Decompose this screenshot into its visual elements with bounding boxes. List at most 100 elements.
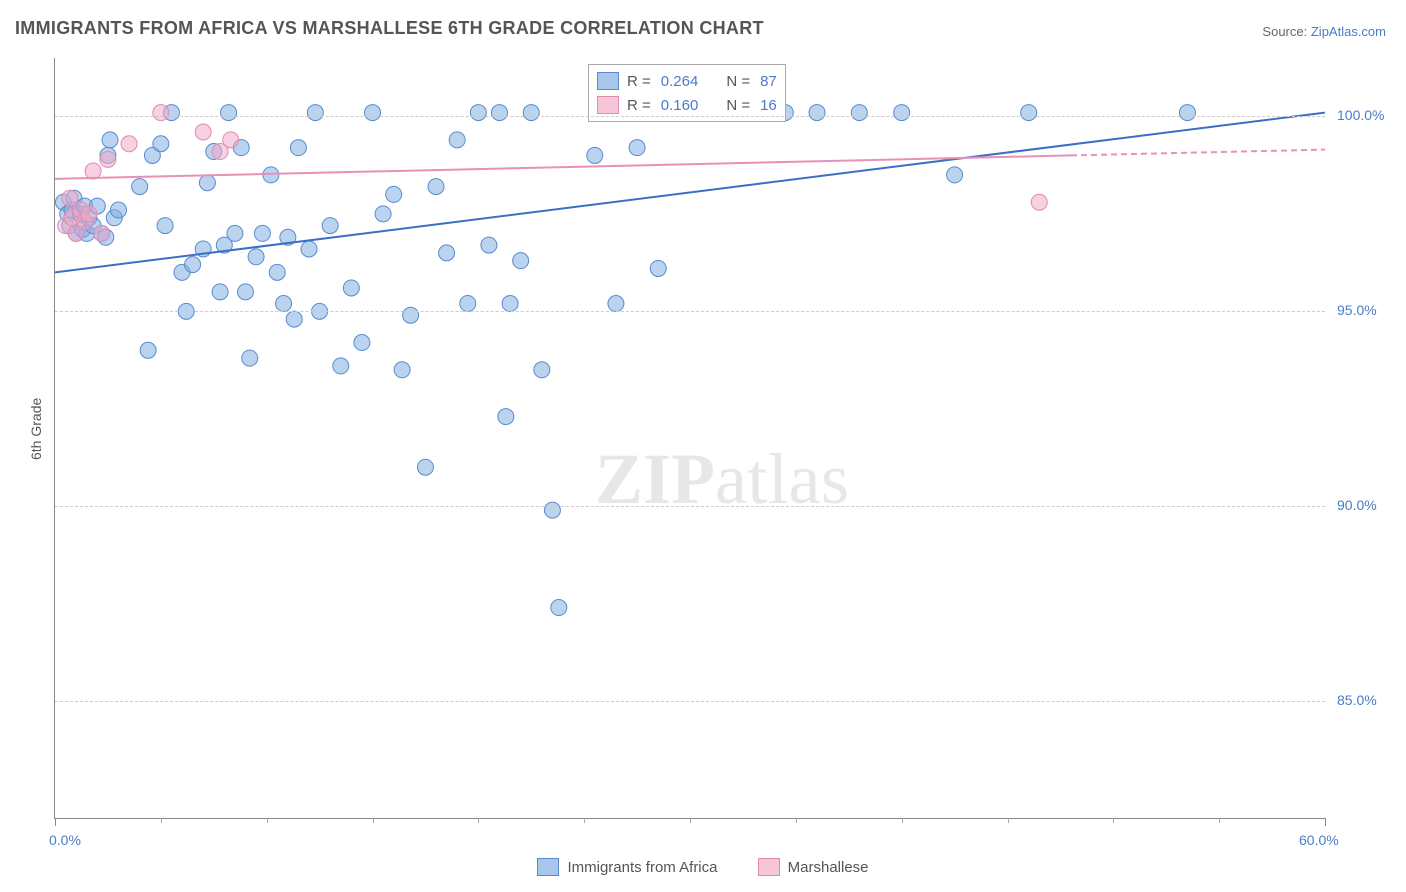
data-point bbox=[394, 362, 410, 378]
x-tick-label: 0.0% bbox=[49, 832, 81, 848]
data-point bbox=[470, 105, 486, 121]
data-point bbox=[809, 105, 825, 121]
plot-area: ZIPatlas R = 0.264 N = 87 R = 0.160 N = … bbox=[54, 58, 1325, 819]
r-value: 0.264 bbox=[661, 73, 699, 90]
swatch-icon bbox=[758, 858, 780, 876]
y-tick-label: 90.0% bbox=[1337, 497, 1377, 513]
data-point bbox=[460, 296, 476, 312]
legend-item: Marshallese bbox=[758, 858, 869, 876]
source-label: Source: bbox=[1262, 24, 1307, 39]
data-point bbox=[354, 335, 370, 351]
data-point bbox=[851, 105, 867, 121]
plot-svg bbox=[55, 58, 1325, 818]
data-point bbox=[307, 105, 323, 121]
x-tick-label: 60.0% bbox=[1299, 832, 1339, 848]
data-point bbox=[439, 245, 455, 261]
data-point bbox=[286, 311, 302, 327]
data-point bbox=[1031, 194, 1047, 210]
source-value: ZipAtlas.com bbox=[1311, 24, 1386, 39]
data-point bbox=[301, 241, 317, 257]
swatch-icon bbox=[597, 72, 619, 90]
trend-line-extrapolated bbox=[1071, 150, 1325, 156]
data-point bbox=[242, 350, 258, 366]
n-value: 87 bbox=[760, 73, 777, 90]
data-point bbox=[481, 237, 497, 253]
data-point bbox=[1021, 105, 1037, 121]
data-point bbox=[290, 140, 306, 156]
data-point bbox=[195, 124, 211, 140]
data-point bbox=[375, 206, 391, 222]
data-point bbox=[650, 260, 666, 276]
data-point bbox=[333, 358, 349, 374]
data-point bbox=[513, 253, 529, 269]
data-point bbox=[502, 296, 518, 312]
legend-label: Immigrants from Africa bbox=[567, 859, 717, 876]
data-point bbox=[153, 136, 169, 152]
data-point bbox=[523, 105, 539, 121]
chart-title: IMMIGRANTS FROM AFRICA VS MARSHALLESE 6T… bbox=[15, 18, 764, 39]
trend-line bbox=[55, 155, 1071, 178]
r-label: R = bbox=[627, 73, 651, 90]
data-point bbox=[121, 136, 137, 152]
data-point bbox=[894, 105, 910, 121]
n-value: 16 bbox=[760, 97, 777, 114]
data-point bbox=[534, 362, 550, 378]
data-point bbox=[449, 132, 465, 148]
data-point bbox=[428, 179, 444, 195]
data-point bbox=[403, 307, 419, 323]
data-point bbox=[221, 105, 237, 121]
data-point bbox=[269, 264, 285, 280]
legend-row: R = 0.264 N = 87 bbox=[597, 69, 777, 93]
data-point bbox=[140, 342, 156, 358]
r-value: 0.160 bbox=[661, 97, 699, 114]
y-tick-label: 85.0% bbox=[1337, 692, 1377, 708]
n-label: N = bbox=[726, 73, 750, 90]
data-point bbox=[81, 206, 97, 222]
source-attribution: Source: ZipAtlas.com bbox=[1262, 24, 1386, 39]
data-point bbox=[947, 167, 963, 183]
legend-label: Marshallese bbox=[788, 859, 869, 876]
data-point bbox=[102, 132, 118, 148]
correlation-legend: R = 0.264 N = 87 R = 0.160 N = 16 bbox=[588, 64, 786, 122]
data-point bbox=[365, 105, 381, 121]
data-point bbox=[322, 218, 338, 234]
data-point bbox=[587, 147, 603, 163]
n-label: N = bbox=[726, 97, 750, 114]
legend-item: Immigrants from Africa bbox=[537, 858, 717, 876]
data-point bbox=[551, 600, 567, 616]
legend-row: R = 0.160 N = 16 bbox=[597, 93, 777, 117]
series-legend: Immigrants from Africa Marshallese bbox=[0, 858, 1406, 880]
y-tick-label: 95.0% bbox=[1337, 302, 1377, 318]
data-point bbox=[212, 284, 228, 300]
y-tick-label: 100.0% bbox=[1337, 107, 1384, 123]
data-point bbox=[629, 140, 645, 156]
swatch-icon bbox=[537, 858, 559, 876]
data-point bbox=[227, 225, 243, 241]
data-point bbox=[608, 296, 624, 312]
data-point bbox=[254, 225, 270, 241]
data-point bbox=[248, 249, 264, 265]
data-point bbox=[132, 179, 148, 195]
data-point bbox=[153, 105, 169, 121]
data-point bbox=[185, 257, 201, 273]
data-point bbox=[544, 502, 560, 518]
data-point bbox=[498, 409, 514, 425]
data-point bbox=[238, 284, 254, 300]
data-point bbox=[343, 280, 359, 296]
data-point bbox=[157, 218, 173, 234]
data-point bbox=[223, 132, 239, 148]
data-point bbox=[417, 459, 433, 475]
data-point bbox=[94, 225, 110, 241]
data-point bbox=[276, 296, 292, 312]
data-point bbox=[386, 186, 402, 202]
data-point bbox=[100, 151, 116, 167]
swatch-icon bbox=[597, 96, 619, 114]
y-axis-label: 6th Grade bbox=[28, 398, 44, 460]
data-point bbox=[111, 202, 127, 218]
data-point bbox=[199, 175, 215, 191]
data-point bbox=[492, 105, 508, 121]
trend-line bbox=[55, 113, 1325, 273]
r-label: R = bbox=[627, 97, 651, 114]
data-point bbox=[1179, 105, 1195, 121]
data-point bbox=[85, 163, 101, 179]
